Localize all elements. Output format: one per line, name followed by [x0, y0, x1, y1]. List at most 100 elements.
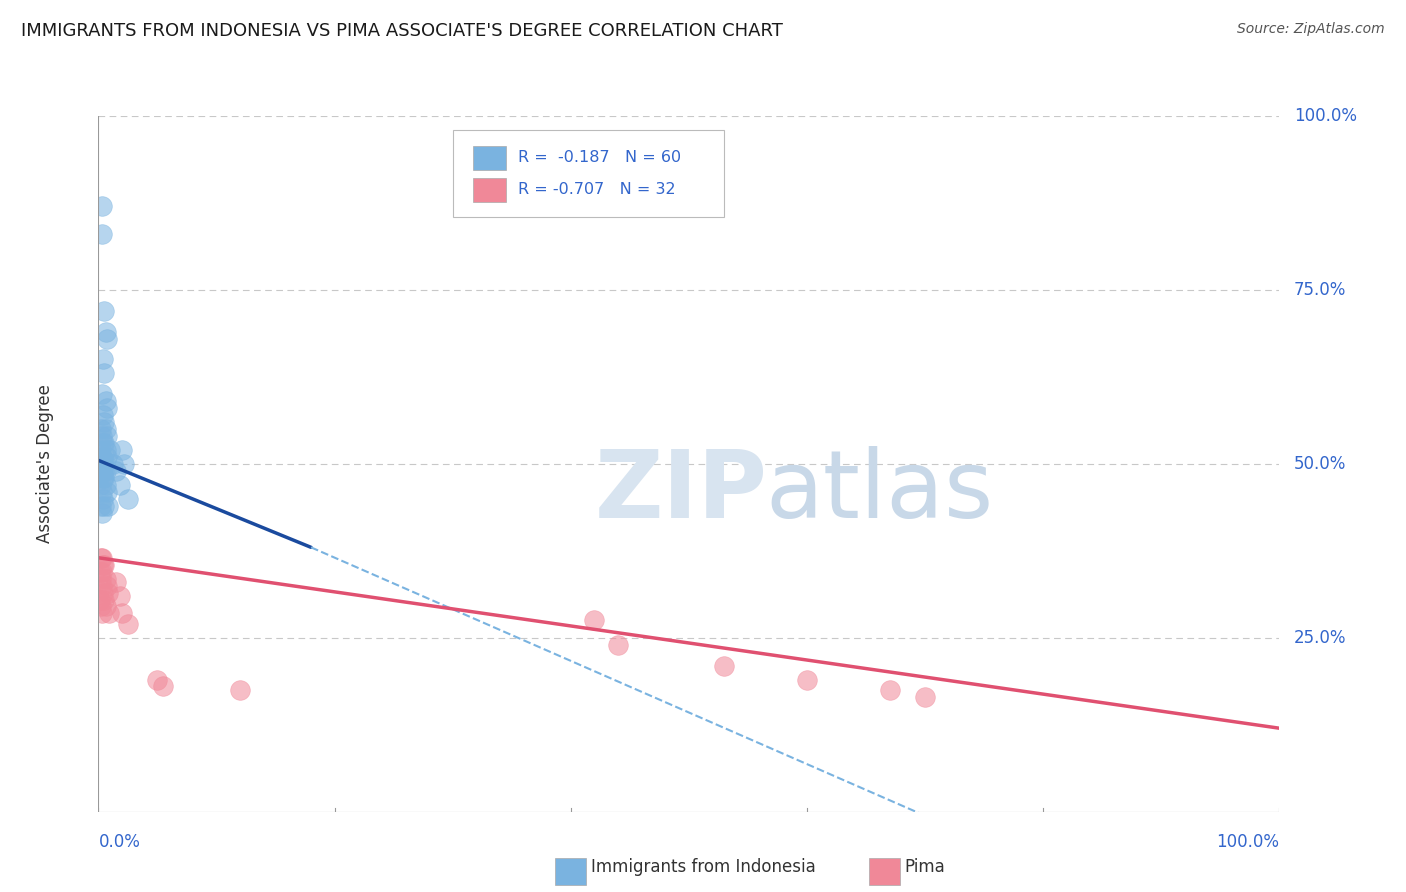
Point [90, 477, 112, 491]
Point [91, 558, 114, 572]
FancyBboxPatch shape [472, 146, 506, 169]
Point [90, 572, 112, 586]
Point [713, 658, 735, 673]
Point [94, 422, 117, 436]
Point [117, 491, 139, 506]
Point [93, 453, 115, 467]
Point [91, 453, 114, 467]
Text: Immigrants from Indonesia: Immigrants from Indonesia [591, 858, 815, 876]
Text: Pima: Pima [904, 858, 945, 876]
Point [796, 673, 818, 687]
Point [89, 457, 111, 471]
Point [91, 550, 114, 565]
Text: 100.0%: 100.0% [1216, 832, 1279, 851]
Point [93, 303, 115, 318]
Point [91, 585, 114, 599]
Point [97, 585, 120, 599]
Point [229, 683, 252, 698]
Point [108, 477, 131, 491]
Point [111, 442, 134, 457]
Point [91, 387, 114, 401]
Point [93, 436, 115, 450]
Text: ZIP: ZIP [595, 446, 768, 538]
Point [101, 457, 124, 471]
Point [93, 592, 115, 607]
Point [96, 450, 118, 464]
Point [94, 442, 117, 457]
Point [90, 442, 112, 457]
Point [89, 467, 111, 482]
Point [93, 415, 115, 429]
Point [91, 457, 114, 471]
Point [91, 460, 114, 475]
Point [94, 325, 117, 339]
Point [108, 589, 131, 603]
FancyBboxPatch shape [453, 130, 724, 217]
Point [91, 491, 114, 506]
Point [91, 565, 114, 579]
Point [89, 453, 111, 467]
Point [91, 450, 114, 464]
Point [583, 614, 606, 628]
Point [89, 464, 111, 478]
Text: Source: ZipAtlas.com: Source: ZipAtlas.com [1237, 22, 1385, 37]
Point [97, 499, 120, 513]
Point [105, 575, 128, 590]
Point [94, 572, 117, 586]
Point [89, 565, 111, 579]
Text: 25.0%: 25.0% [1294, 629, 1346, 647]
Point [93, 367, 115, 381]
Point [96, 429, 118, 443]
Point [93, 558, 115, 572]
Point [90, 422, 112, 436]
Text: R =  -0.187   N = 60: R = -0.187 N = 60 [517, 151, 681, 165]
Point [90, 550, 112, 565]
Point [91, 457, 114, 471]
Point [96, 578, 118, 592]
Point [91, 227, 114, 242]
Point [91, 464, 114, 478]
Text: 100.0%: 100.0% [1294, 107, 1357, 125]
Point [90, 457, 112, 471]
Point [152, 680, 174, 694]
Text: 50.0%: 50.0% [1294, 455, 1346, 473]
Point [117, 616, 139, 631]
Point [89, 460, 111, 475]
Point [96, 401, 118, 416]
Point [91, 199, 114, 213]
Point [93, 499, 115, 513]
Point [111, 607, 134, 621]
Point [94, 464, 117, 478]
Point [90, 453, 112, 467]
Point [91, 484, 114, 499]
Point [91, 436, 114, 450]
Point [94, 477, 117, 491]
Point [96, 484, 118, 499]
Point [98, 442, 121, 457]
Text: Associate's Degree: Associate's Degree [37, 384, 55, 543]
Point [112, 457, 135, 471]
Point [91, 429, 114, 443]
Point [91, 471, 114, 485]
Point [93, 471, 115, 485]
Point [90, 467, 112, 482]
Text: atlas: atlas [766, 446, 994, 538]
Point [94, 394, 117, 409]
Point [96, 332, 118, 346]
Text: 75.0%: 75.0% [1294, 281, 1346, 299]
Point [94, 599, 117, 614]
Text: 0.0%: 0.0% [98, 832, 141, 851]
Point [146, 673, 169, 687]
Point [91, 578, 114, 592]
Point [879, 683, 901, 698]
Point [93, 464, 115, 478]
Point [91, 453, 114, 467]
Text: IMMIGRANTS FROM INDONESIA VS PIMA ASSOCIATE'S DEGREE CORRELATION CHART: IMMIGRANTS FROM INDONESIA VS PIMA ASSOCI… [21, 22, 783, 40]
Point [90, 499, 112, 513]
Point [105, 464, 128, 478]
Text: R = -0.707   N = 32: R = -0.707 N = 32 [517, 182, 675, 197]
Point [91, 460, 114, 475]
Point [89, 592, 111, 607]
Point [91, 408, 114, 422]
Point [607, 638, 630, 652]
